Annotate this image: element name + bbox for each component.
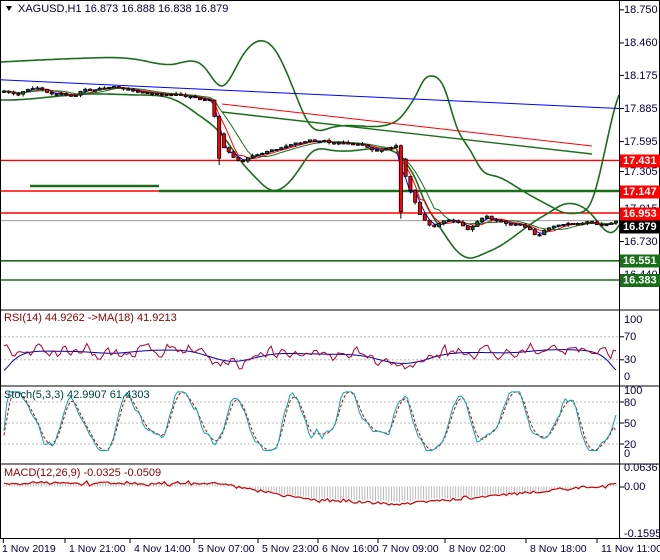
svg-text:MACD(12,26,9) -0.0325 -0.0509: MACD(12,26,9) -0.0325 -0.0509 — [4, 467, 161, 479]
svg-text:0: 0 — [624, 448, 630, 460]
svg-text:6 Nov 16:00: 6 Nov 16:00 — [322, 543, 379, 555]
svg-text:17.305: 17.305 — [624, 166, 658, 178]
svg-text:RSI(14) 44.9262 ->MA(18) 41.9: RSI(14) 44.9262 ->MA(18) 41.9213 — [4, 312, 177, 324]
svg-text:7 Nov 09:00: 7 Nov 09:00 — [382, 543, 439, 555]
svg-text:18.175: 18.175 — [624, 70, 658, 82]
svg-text:80: 80 — [624, 397, 636, 409]
svg-text:0.0636: 0.0636 — [624, 462, 658, 474]
svg-text:5 Nov 23:00: 5 Nov 23:00 — [262, 543, 319, 555]
svg-text:16.879: 16.879 — [623, 221, 657, 233]
svg-text:1 Nov 2019: 1 Nov 2019 — [2, 543, 56, 555]
svg-text:16.383: 16.383 — [623, 275, 657, 287]
svg-text:17.147: 17.147 — [623, 186, 657, 198]
svg-text:100: 100 — [624, 314, 642, 326]
svg-text:18.750: 18.750 — [624, 4, 658, 16]
svg-text:70: 70 — [624, 331, 636, 343]
svg-text:16.551: 16.551 — [623, 255, 657, 267]
svg-text:17.431: 17.431 — [623, 155, 657, 167]
svg-text:0: 0 — [624, 371, 630, 383]
svg-text:-0.1595: -0.1595 — [624, 528, 660, 540]
svg-text:1 Nov 21:00: 1 Nov 21:00 — [69, 543, 126, 555]
svg-text:50: 50 — [624, 418, 636, 430]
svg-text:5 Nov 07:00: 5 Nov 07:00 — [198, 543, 255, 555]
svg-text:16.953: 16.953 — [623, 208, 657, 220]
svg-text:16.730: 16.730 — [624, 236, 658, 248]
svg-text:4 Nov 14:00: 4 Nov 14:00 — [134, 543, 191, 555]
svg-text:30: 30 — [624, 354, 636, 366]
svg-text:Stoch(5,3,3) 42.9907 61.4303: Stoch(5,3,3) 42.9907 61.4303 — [4, 389, 150, 401]
svg-text:8 Nov 02:00: 8 Nov 02:00 — [449, 543, 506, 555]
svg-text:18.460: 18.460 — [624, 37, 658, 49]
svg-text:0.00: 0.00 — [624, 481, 645, 493]
svg-text:XAGUSD,H1 16.873 16.888 16.83: XAGUSD,H1 16.873 16.888 16.838 16.879 — [18, 3, 228, 15]
svg-text:8 Nov 18:00: 8 Nov 18:00 — [530, 543, 587, 555]
svg-text:11 Nov 11:00: 11 Nov 11:00 — [601, 543, 660, 555]
svg-text:100: 100 — [624, 385, 642, 397]
svg-text:17.885: 17.885 — [624, 103, 658, 115]
svg-text:17.595: 17.595 — [624, 136, 658, 148]
